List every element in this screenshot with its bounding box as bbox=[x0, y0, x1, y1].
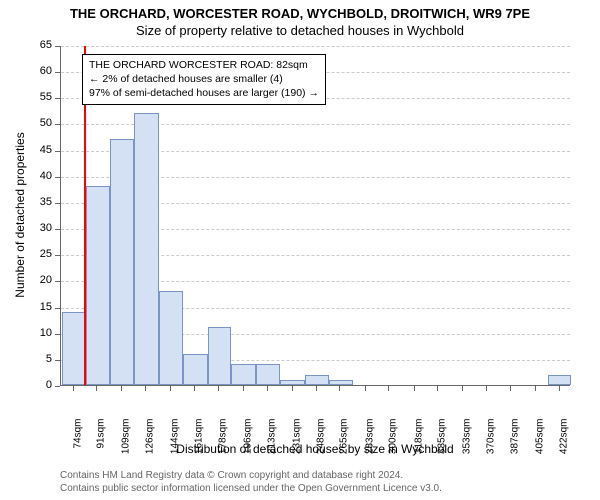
annotation-line: 97% of semi-detached houses are larger (… bbox=[89, 86, 319, 100]
xtick-mark bbox=[267, 386, 268, 391]
histogram-bar bbox=[86, 186, 110, 385]
ytick-mark bbox=[55, 124, 60, 125]
ytick-mark bbox=[55, 177, 60, 178]
histogram-bar bbox=[110, 139, 134, 385]
xtick-mark bbox=[292, 386, 293, 391]
xtick-mark bbox=[96, 386, 97, 391]
y-axis-label: Number of detached properties bbox=[13, 125, 27, 305]
xtick-mark bbox=[510, 386, 511, 391]
histogram-bar bbox=[329, 380, 353, 385]
annotation-line: THE ORCHARD WORCESTER ROAD: 82sqm bbox=[89, 58, 319, 72]
ytick-mark bbox=[55, 98, 60, 99]
gridline bbox=[61, 46, 570, 47]
x-axis-label: Distribution of detached houses by size … bbox=[60, 442, 570, 456]
xtick-mark bbox=[437, 386, 438, 391]
histogram-bar bbox=[305, 375, 329, 385]
histogram-bar bbox=[183, 354, 207, 385]
xtick-mark bbox=[462, 386, 463, 391]
histogram-bar bbox=[548, 375, 571, 385]
ytick-label: 5 bbox=[32, 353, 52, 365]
footer-attribution: Contains HM Land Registry data © Crown c… bbox=[60, 469, 442, 495]
ytick-mark bbox=[55, 386, 60, 387]
ytick-mark bbox=[55, 229, 60, 230]
histogram-chart: 0510152025303540455055606574sqm91sqm109s… bbox=[0, 0, 600, 500]
xtick-mark bbox=[535, 386, 536, 391]
histogram-bar bbox=[280, 380, 304, 385]
ytick-mark bbox=[55, 281, 60, 282]
annotation-line: ← 2% of detached houses are smaller (4) bbox=[89, 72, 319, 86]
ytick-mark bbox=[55, 151, 60, 152]
ytick-label: 50 bbox=[32, 117, 52, 129]
ytick-label: 65 bbox=[32, 39, 52, 51]
xtick-mark bbox=[243, 386, 244, 391]
ytick-label: 45 bbox=[32, 144, 52, 156]
annotation-box: THE ORCHARD WORCESTER ROAD: 82sqm← 2% of… bbox=[82, 54, 326, 105]
xtick-mark bbox=[414, 386, 415, 391]
ytick-label: 55 bbox=[32, 91, 52, 103]
ytick-mark bbox=[55, 72, 60, 73]
ytick-label: 10 bbox=[32, 327, 52, 339]
ytick-label: 60 bbox=[32, 65, 52, 77]
histogram-bar bbox=[208, 327, 232, 385]
xtick-mark bbox=[145, 386, 146, 391]
histogram-bar bbox=[231, 364, 255, 385]
footer-line1: Contains HM Land Registry data © Crown c… bbox=[60, 469, 442, 482]
ytick-mark bbox=[55, 255, 60, 256]
ytick-label: 30 bbox=[32, 222, 52, 234]
xtick-mark bbox=[365, 386, 366, 391]
ytick-label: 40 bbox=[32, 170, 52, 182]
xtick-mark bbox=[121, 386, 122, 391]
ytick-mark bbox=[55, 360, 60, 361]
histogram-bar bbox=[134, 113, 158, 385]
histogram-bar bbox=[62, 312, 86, 385]
ytick-label: 25 bbox=[32, 248, 52, 260]
xtick-mark bbox=[388, 386, 389, 391]
ytick-mark bbox=[55, 203, 60, 204]
histogram-bar bbox=[159, 291, 183, 385]
ytick-mark bbox=[55, 308, 60, 309]
xtick-mark bbox=[559, 386, 560, 391]
footer-line2: Contains public sector information licen… bbox=[60, 482, 442, 495]
xtick-mark bbox=[316, 386, 317, 391]
xtick-mark bbox=[170, 386, 171, 391]
ytick-label: 0 bbox=[32, 379, 52, 391]
xtick-mark bbox=[194, 386, 195, 391]
ytick-label: 35 bbox=[32, 196, 52, 208]
xtick-mark bbox=[218, 386, 219, 391]
xtick-mark bbox=[486, 386, 487, 391]
ytick-label: 15 bbox=[32, 301, 52, 313]
xtick-mark bbox=[73, 386, 74, 391]
ytick-label: 20 bbox=[32, 274, 52, 286]
histogram-bar bbox=[256, 364, 280, 385]
ytick-mark bbox=[55, 46, 60, 47]
ytick-mark bbox=[55, 334, 60, 335]
xtick-mark bbox=[339, 386, 340, 391]
